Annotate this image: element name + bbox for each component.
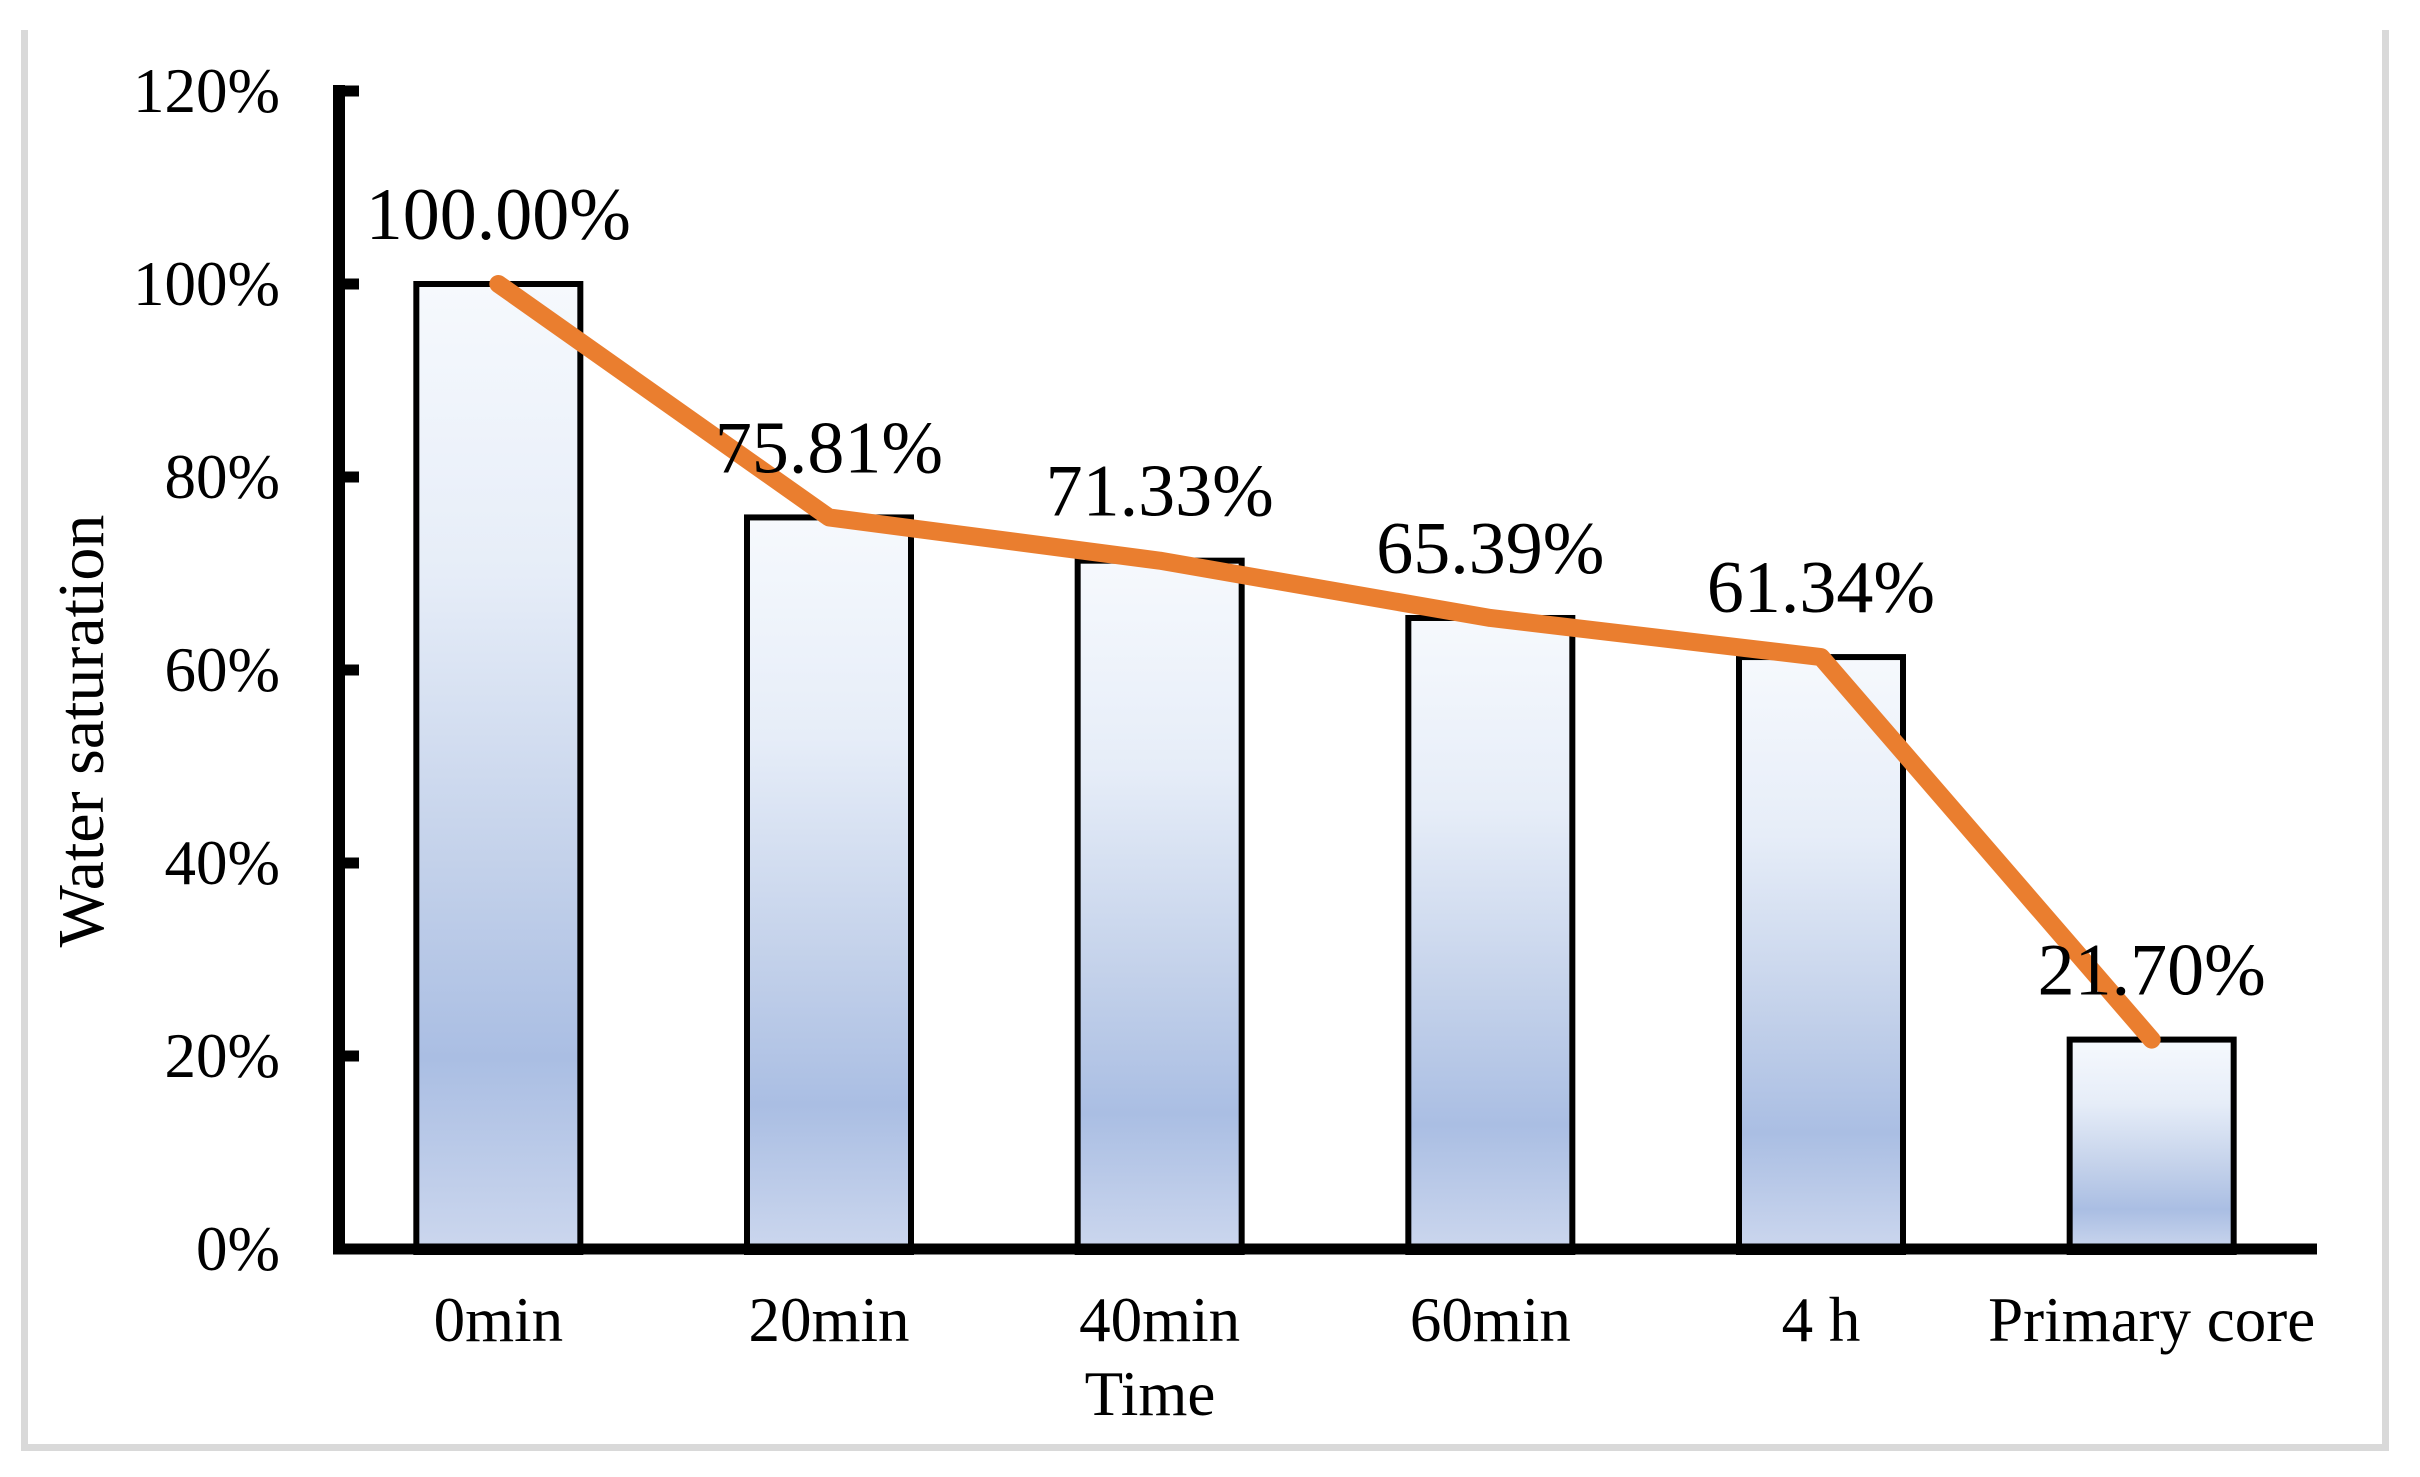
bar-Primary core [2066, 1036, 2237, 1255]
y-tick-40% [345, 857, 359, 869]
bar-4 h [1736, 654, 1906, 1255]
bar-60min [1405, 614, 1576, 1255]
y-tick-100% [345, 278, 359, 290]
y-tick-label-40%: 40% [165, 828, 280, 898]
y-tick-20% [345, 1050, 359, 1062]
data-label-20min: 75.81% [715, 407, 943, 489]
y-tick-label-100%: 100% [133, 249, 280, 319]
data-label-4 h: 61.34% [1707, 547, 1935, 629]
x-category-label-40min: 40min [1079, 1285, 1240, 1355]
x-category-label-0min: 0min [434, 1285, 564, 1355]
x-category-label-20min: 20min [748, 1285, 909, 1355]
y-axis-title: Water saturation [45, 514, 118, 948]
y-tick-label-120%: 120% [133, 56, 280, 126]
y-axis-line [333, 85, 345, 1255]
x-axis-line [333, 1243, 2317, 1255]
data-label-0min: 100.00% [366, 174, 631, 256]
data-label-60min: 65.39% [1376, 508, 1604, 590]
data-label-40min: 71.33% [1046, 451, 1274, 533]
y-tick-80% [345, 471, 359, 483]
y-tick-120% [345, 85, 359, 97]
data-label-Primary core: 21.70% [2038, 930, 2266, 1012]
y-tick-label-0%: 0% [196, 1214, 280, 1284]
bar-20min [744, 514, 914, 1255]
y-tick-60% [345, 664, 359, 676]
y-tick-label-20%: 20% [165, 1021, 280, 1091]
x-category-label-Primary core: Primary core [1988, 1285, 2315, 1355]
y-tick-label-60%: 60% [165, 635, 280, 705]
bar-0min [413, 281, 584, 1255]
x-axis-title: Time [1084, 1359, 1216, 1429]
y-tick-label-80%: 80% [165, 442, 280, 512]
bar-40min [1074, 557, 1245, 1255]
x-category-label-60min: 60min [1410, 1285, 1571, 1355]
x-category-label-4 h: 4 h [1782, 1285, 1861, 1355]
saturation-trend-line [489, 275, 2161, 1049]
